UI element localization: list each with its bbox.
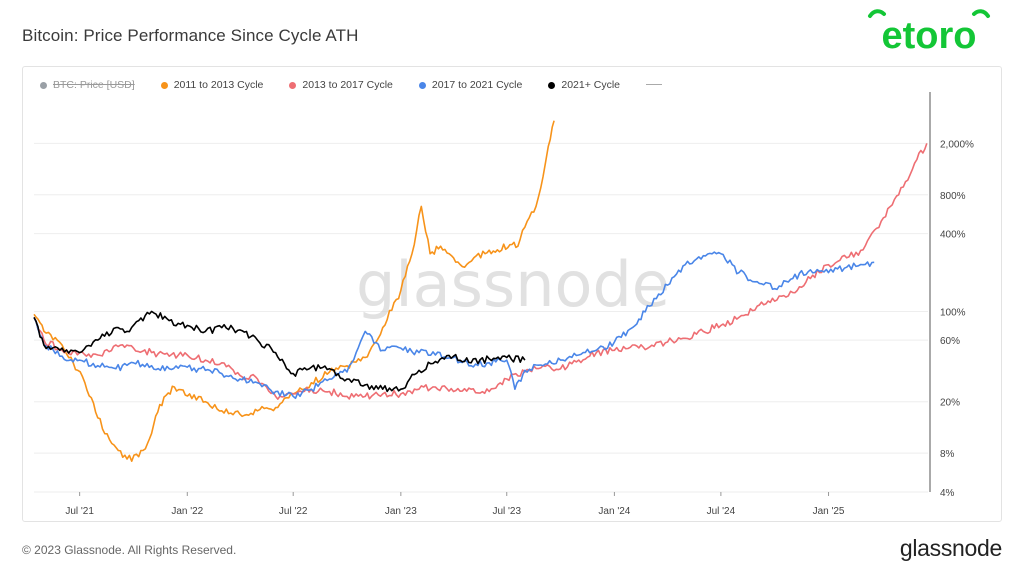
y-tick-label: 2,000%	[940, 139, 974, 150]
x-tick-label: Jan '24	[598, 506, 630, 517]
x-tick-label: Jan '23	[385, 506, 417, 517]
footer-copyright: © 2023 Glassnode. All Rights Reserved.	[22, 543, 237, 557]
legend-more-icon[interactable]	[646, 81, 663, 89]
x-tick-label: Jul '22	[279, 506, 308, 517]
legend-item-2011-2013[interactable]: 2011 to 2013 Cycle	[160, 79, 264, 91]
y-tick-label: 20%	[940, 398, 960, 409]
page-title: Bitcoin: Price Performance Since Cycle A…	[22, 26, 359, 45]
chart-legend: BTC: Price [USD] 2011 to 2013 Cycle 2013…	[40, 79, 663, 91]
y-tick-label: 800%	[940, 191, 966, 202]
legend-dot	[548, 81, 556, 89]
x-tick-label: Jul '21	[65, 506, 94, 517]
legend-dot	[418, 81, 426, 89]
y-tick-label: 100%	[940, 307, 966, 318]
legend-item-2013-2017[interactable]: 2013 to 2017 Cycle	[289, 79, 393, 91]
legend-label: 2017 to 2021 Cycle	[431, 79, 523, 91]
glassnode-watermark: glassnode	[356, 248, 670, 321]
legend-dot	[40, 81, 47, 89]
legend-label: 2021+ Cycle	[561, 79, 621, 91]
x-tick-label: Jan '22	[171, 506, 203, 517]
x-axis-ticks: Jul '21 Jan '22 Jul '22 Jan '23 Jul '23 Jan '…	[65, 492, 845, 517]
x-tick-label: Jan '25	[813, 506, 845, 517]
legend-label: 2013 to 2017 Cycle	[302, 79, 393, 91]
x-tick-label: Jul '24	[707, 506, 736, 517]
footer-glassnode-logo: glassnode	[899, 535, 1002, 561]
y-tick-label: 60%	[940, 336, 960, 347]
legend-dot	[289, 81, 297, 89]
legend-item-btc-price[interactable]: BTC: Price [USD]	[40, 79, 135, 91]
chart-gridlines	[34, 142, 928, 493]
y-tick-label: 4%	[940, 488, 955, 499]
series-line	[33, 310, 526, 393]
chart-series	[33, 120, 928, 462]
legend-label: BTC: Price [USD]	[53, 79, 135, 91]
etoro-logo: etoro	[868, 9, 990, 54]
x-tick-label: Jul '23	[492, 506, 521, 517]
legend-item-2017-2021[interactable]: 2017 to 2021 Cycle	[418, 79, 523, 91]
y-axis-ticks: 4% 8% 20% 60% 100% 400% 800% 2,000%	[940, 139, 974, 499]
series-line	[33, 143, 928, 400]
y-tick-label: 8%	[940, 449, 955, 460]
y-tick-label: 400%	[940, 230, 966, 241]
legend-item-2021-plus[interactable]: 2021+ Cycle	[548, 79, 620, 91]
chart-panel	[22, 66, 1002, 522]
legend-label: 2011 to 2013 Cycle	[173, 79, 264, 91]
svg-text:etoro: etoro	[882, 15, 977, 54]
legend-dot	[160, 81, 168, 89]
